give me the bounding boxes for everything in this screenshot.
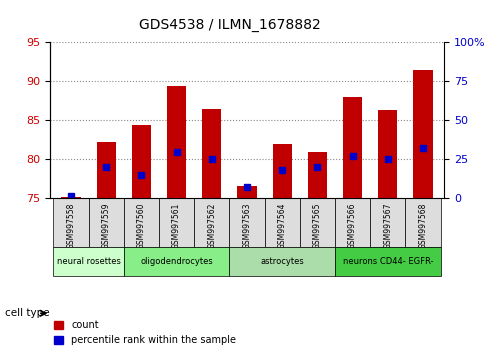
Text: GSM997567: GSM997567: [383, 202, 392, 249]
Bar: [370, 198, 405, 247]
Bar: [132, 125, 151, 198]
Text: GSM997562: GSM997562: [207, 202, 216, 249]
Bar: [89, 198, 124, 247]
Legend: count, percentile rank within the sample: count, percentile rank within the sample: [50, 316, 240, 349]
Text: GSM997558: GSM997558: [66, 202, 75, 249]
Bar: [335, 247, 441, 276]
Text: oligodendrocytes: oligodendrocytes: [140, 257, 213, 266]
Bar: [300, 198, 335, 247]
Text: GSM997560: GSM997560: [137, 202, 146, 249]
Text: neural rosettes: neural rosettes: [57, 257, 121, 266]
Bar: [272, 144, 292, 198]
Bar: [167, 86, 186, 198]
Bar: [124, 198, 159, 247]
Bar: [61, 197, 81, 198]
Bar: [264, 198, 300, 247]
Bar: [202, 109, 222, 198]
Bar: [343, 97, 362, 198]
Bar: [238, 186, 256, 198]
Bar: [53, 198, 89, 247]
Bar: [378, 110, 398, 198]
Bar: [308, 152, 327, 198]
Bar: [335, 198, 370, 247]
Text: GSM997564: GSM997564: [278, 202, 287, 249]
Bar: [405, 198, 441, 247]
Text: cell type: cell type: [5, 308, 49, 318]
Text: astrocytes: astrocytes: [260, 257, 304, 266]
Bar: [53, 247, 124, 276]
Bar: [413, 70, 433, 198]
Text: GSM997559: GSM997559: [102, 202, 111, 249]
Text: GSM997561: GSM997561: [172, 202, 181, 249]
Text: GSM997565: GSM997565: [313, 202, 322, 249]
Text: GSM997568: GSM997568: [419, 202, 428, 249]
Bar: [230, 198, 264, 247]
Bar: [159, 198, 194, 247]
Bar: [96, 142, 116, 198]
Bar: [194, 198, 230, 247]
Text: neurons CD44- EGFR-: neurons CD44- EGFR-: [342, 257, 433, 266]
Bar: [124, 247, 230, 276]
Text: GDS4538 / ILMN_1678882: GDS4538 / ILMN_1678882: [139, 18, 320, 32]
Text: GSM997566: GSM997566: [348, 202, 357, 249]
Text: GSM997563: GSM997563: [243, 202, 251, 249]
Bar: [230, 247, 335, 276]
